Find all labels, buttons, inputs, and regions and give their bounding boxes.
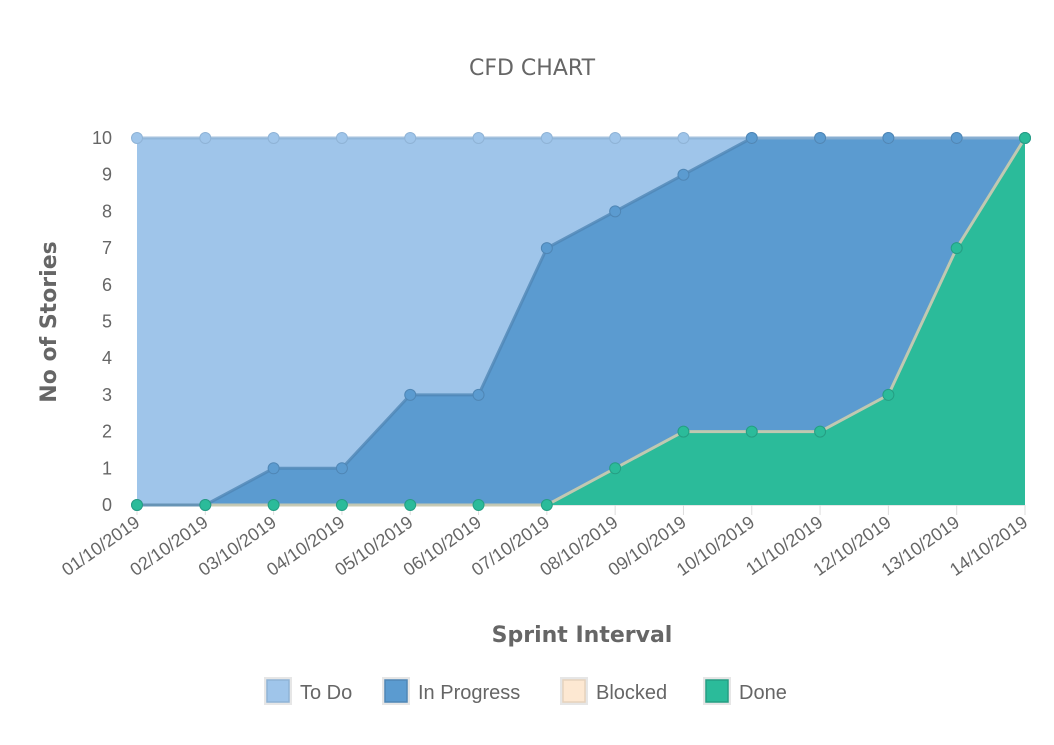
data-point xyxy=(609,132,622,144)
x-axis-title: Sprint Interval xyxy=(492,623,673,648)
x-tick-label: 10/10/2019 xyxy=(673,512,758,580)
data-point xyxy=(677,425,690,438)
y-tick-label: 7 xyxy=(102,238,112,258)
data-point xyxy=(131,132,143,144)
y-tick-label: 1 xyxy=(102,458,112,478)
data-point xyxy=(472,388,485,401)
data-point xyxy=(745,132,758,144)
legend-label: Done xyxy=(739,682,787,704)
data-point xyxy=(472,132,485,144)
data-point xyxy=(540,499,553,511)
data-point xyxy=(199,499,212,511)
legend-item-done[interactable]: Done xyxy=(703,677,787,705)
legend-swatch xyxy=(562,679,586,703)
data-point xyxy=(882,388,895,401)
data-point xyxy=(335,132,348,144)
data-point xyxy=(267,462,280,475)
line-blocked xyxy=(137,137,1027,507)
data-point xyxy=(404,132,417,144)
legend-swatch xyxy=(266,679,290,703)
legend-item-to-do[interactable]: To Do xyxy=(264,677,352,705)
chart-title: CFD CHART xyxy=(469,56,596,81)
y-tick-label: 6 xyxy=(102,275,112,295)
area-to-do xyxy=(137,138,1025,505)
data-point xyxy=(814,425,827,438)
data-point xyxy=(335,462,348,475)
data-point xyxy=(472,499,485,511)
legend-label: Blocked xyxy=(596,682,667,704)
data-point xyxy=(540,242,553,255)
x-tick-label: 14/10/2019 xyxy=(946,512,1031,580)
data-point xyxy=(609,462,622,475)
data-point xyxy=(404,388,417,401)
y-tick-label: 3 xyxy=(102,385,112,405)
data-point xyxy=(609,205,622,218)
data-point xyxy=(540,132,553,144)
y-tick-label: 9 xyxy=(102,165,112,185)
data-point xyxy=(199,132,212,144)
data-point xyxy=(267,499,280,511)
legend-label: To Do xyxy=(300,682,352,704)
y-tick-label: 0 xyxy=(102,495,112,515)
data-point xyxy=(882,132,895,144)
y-tick-label: 8 xyxy=(102,201,112,221)
y-axis-title: No of Stories xyxy=(37,241,62,402)
legend-swatch xyxy=(384,679,408,703)
y-tick-label: 4 xyxy=(102,348,112,368)
area-in-progress xyxy=(137,138,1025,505)
data-point xyxy=(950,242,963,255)
y-tick-label: 10 xyxy=(92,128,112,148)
data-point xyxy=(950,132,963,144)
legend-item-blocked[interactable]: Blocked xyxy=(560,677,667,705)
legend-swatch xyxy=(705,679,729,703)
y-tick-label: 2 xyxy=(102,422,112,442)
legend-item-in-progress[interactable]: In Progress xyxy=(382,677,520,705)
data-point xyxy=(335,499,348,511)
data-point xyxy=(404,499,417,511)
area-done xyxy=(137,138,1025,505)
y-tick-label: 5 xyxy=(102,312,112,332)
data-point xyxy=(131,499,143,511)
data-point xyxy=(677,168,690,181)
data-point xyxy=(745,425,758,438)
data-point xyxy=(267,132,280,144)
data-point xyxy=(814,132,827,144)
data-point xyxy=(677,132,690,144)
data-point xyxy=(1019,132,1031,144)
legend-label: In Progress xyxy=(418,682,520,704)
